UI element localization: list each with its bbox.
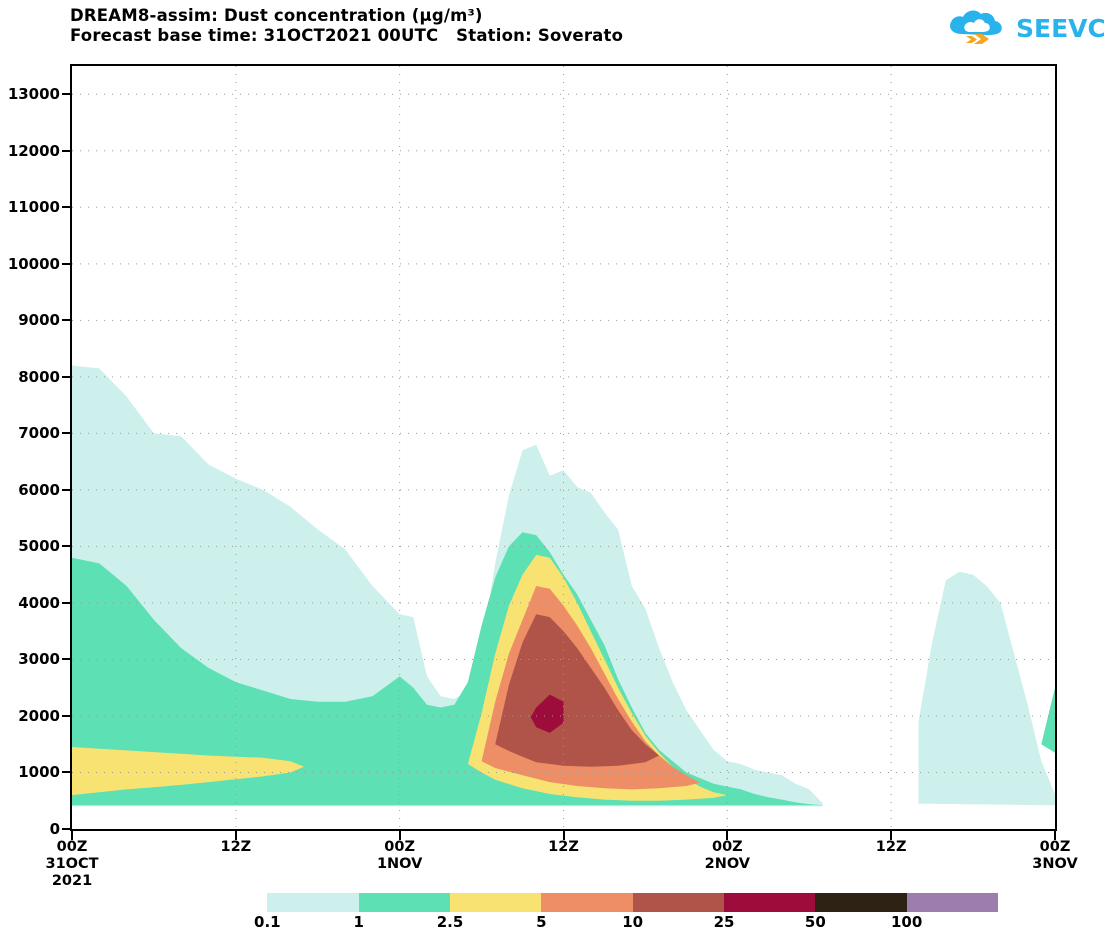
colorbar-tick-label: 5 (536, 913, 547, 931)
x-tick-mark (398, 831, 401, 840)
colorbar-band-2 (358, 893, 450, 912)
y-axis: 0 1000 2000 3000 4000 5000 6000 7000 8000 9000 100… (0, 64, 70, 838)
plot-area (70, 64, 1057, 831)
y-tick-mark (62, 93, 70, 96)
colorbar-band-3 (449, 893, 542, 912)
contour-band-1-right-edge-patch (1041, 687, 1055, 753)
x-tick-mark (71, 831, 73, 840)
y-tick-mark (62, 206, 70, 209)
x-tick-label: 00Z 31OCT 2021 (45, 839, 99, 889)
x-tick-mark (562, 831, 565, 840)
colorbar-tick-label: 100 (891, 913, 923, 931)
x-tick-mark (890, 831, 893, 840)
chart-subtitle: Forecast base time: 31OCT2021 00UTC Stat… (70, 26, 624, 45)
y-tick-label: 1000 (18, 763, 60, 782)
y-tick-label: 6000 (18, 480, 60, 499)
y-tick-mark (62, 601, 70, 604)
seevccc-logo: SEEVCCC (944, 4, 1104, 46)
colorbar-tick-label: 2.5 (436, 913, 464, 931)
y-tick-label: 0 (49, 820, 60, 838)
y-tick-label: 8000 (18, 367, 60, 386)
y-tick-label: 12000 (7, 141, 60, 160)
x-tick-label: 12Z (875, 839, 907, 855)
y-tick-mark (62, 432, 70, 435)
chart-header: DREAM8-assim: Dust concentration (μg/m³)… (70, 6, 970, 46)
colorbar (176, 893, 998, 912)
contour-band-0.1-right-blob (918, 571, 1055, 806)
x-tick-mark (234, 831, 237, 840)
colorbar-tick-label: 50 (804, 913, 826, 931)
colorbar-band-7 (815, 893, 907, 912)
colorbar-band-6 (723, 893, 816, 912)
contour-band-25-core (530, 694, 564, 733)
y-tick-label: 13000 (7, 85, 60, 104)
x-tick-label: 12Z (548, 839, 579, 855)
y-tick-label: 11000 (7, 198, 60, 217)
contour-band-2.5-left-wedge (72, 747, 305, 796)
x-tick-mark (1054, 831, 1056, 840)
colorbar-band-0 (176, 893, 268, 912)
y-tick-label: 5000 (18, 537, 60, 556)
x-tick-mark (726, 831, 729, 840)
y-tick-label: 2000 (18, 706, 60, 725)
x-tick-label: 00Z 2NOV (704, 839, 751, 872)
colorbar-tick-label: 1 (353, 913, 364, 931)
colorbar-tick-label: 25 (713, 913, 735, 931)
chart-title: DREAM8-assim: Dust concentration (μg/m³) (70, 6, 483, 25)
colorbar-band-8 (906, 893, 998, 912)
y-tick-mark (62, 658, 70, 661)
y-tick-label: 4000 (18, 593, 60, 612)
colorbar-band-1 (267, 893, 359, 912)
x-tick-label: 00Z 3NOV (1032, 839, 1078, 872)
colorbar-band-4 (541, 893, 633, 912)
y-tick-label: 7000 (18, 424, 60, 443)
logo-text: SEEVCCC (1016, 14, 1104, 43)
colorbar-tick-label: 0.1 (254, 913, 281, 931)
cloud-icon (950, 10, 1002, 36)
y-tick-mark (62, 771, 70, 774)
colorbar-band-5 (632, 893, 724, 912)
y-tick-mark (62, 488, 70, 491)
colorbar-labels: 0.1 1 2.5 5 10 25 50 100 (176, 913, 998, 937)
x-axis: 00Z 31OCT 2021 12Z 00Z 1NOV 12Z 00Z 2NOV 12Z 0… (45, 831, 1078, 891)
y-tick-label: 10000 (7, 254, 60, 273)
y-tick-label: 3000 (18, 650, 60, 669)
contour-layer (72, 365, 1055, 807)
x-tick-label: 12Z (220, 839, 252, 855)
y-tick-mark (62, 545, 70, 548)
y-tick-mark (62, 319, 70, 322)
chevron-icon (966, 34, 989, 44)
y-tick-mark (62, 375, 70, 378)
contour-band-10-plume (495, 614, 660, 767)
y-tick-mark (62, 828, 70, 830)
y-tick-mark (62, 262, 70, 265)
x-tick-label: 00Z 1NOV (376, 839, 423, 872)
y-tick-mark (62, 149, 70, 152)
logo-graphic: SEEVCCC (950, 10, 1104, 44)
y-tick-label: 9000 (18, 311, 60, 330)
y-tick-mark (62, 714, 70, 717)
colorbar-tick-label: 10 (622, 913, 644, 931)
